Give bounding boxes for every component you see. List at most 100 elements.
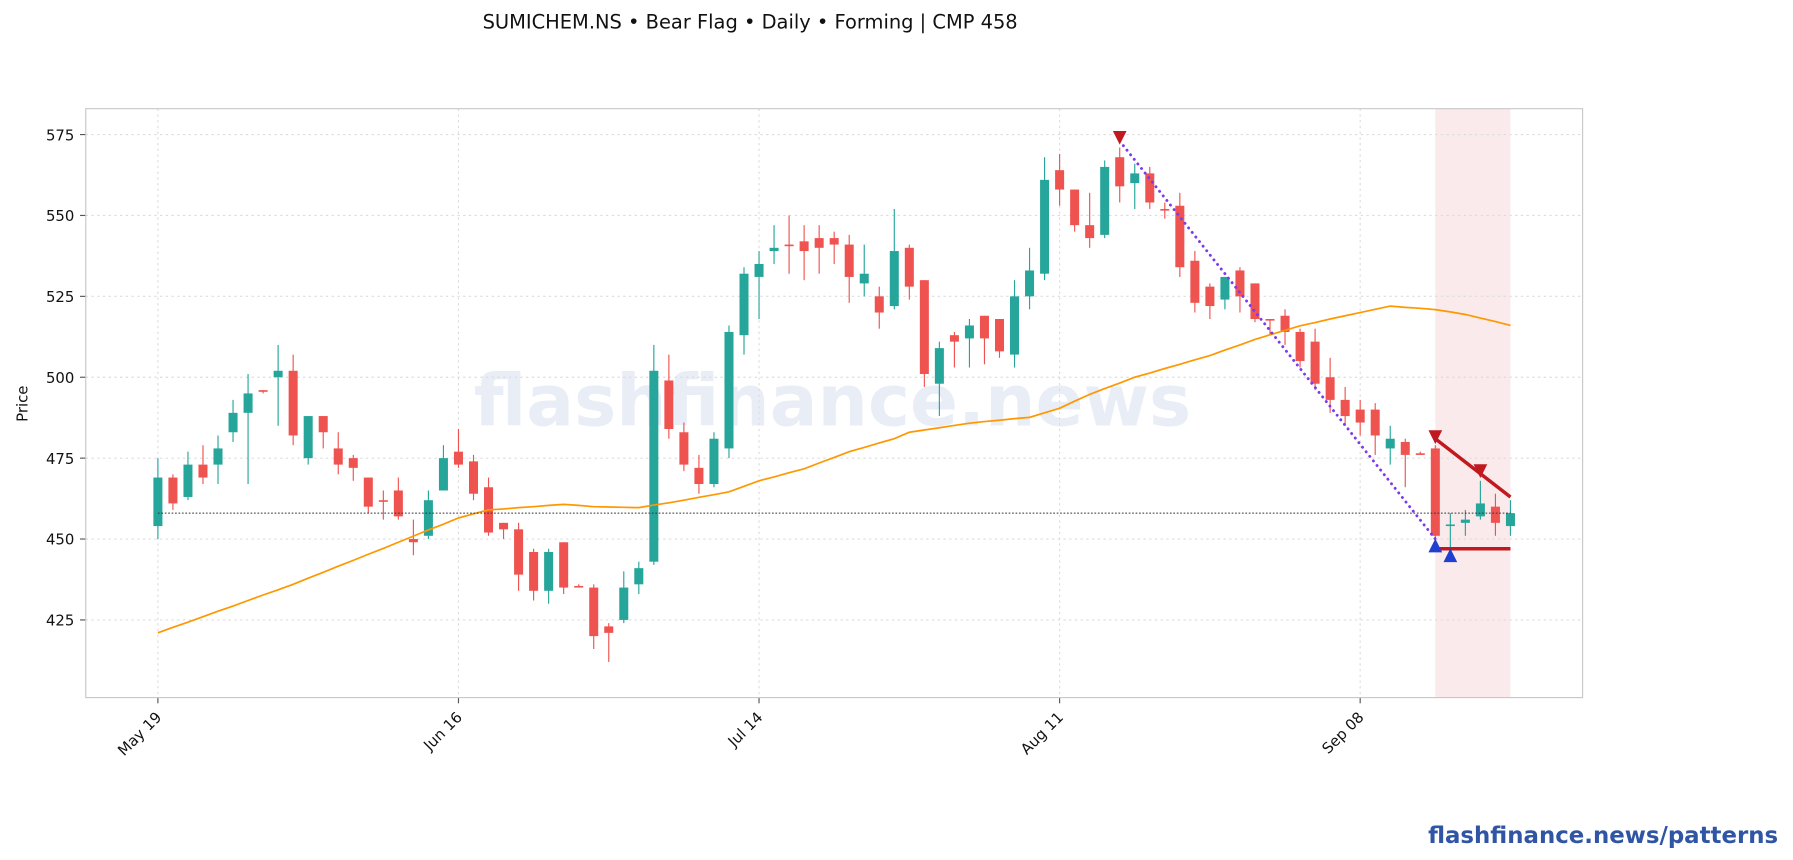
candle-body — [724, 331, 734, 449]
candle-body — [1430, 448, 1440, 536]
candle-body — [529, 551, 539, 591]
candle-body — [784, 244, 794, 247]
candle-body — [1490, 506, 1500, 523]
candle-body — [393, 490, 403, 517]
candle-body — [1235, 270, 1245, 297]
footer-link: flashfinance.news/patterns — [1428, 823, 1778, 849]
candle-body — [1115, 157, 1125, 187]
candle-body — [619, 587, 629, 620]
candle-body — [1385, 438, 1395, 449]
peak-marker — [1112, 130, 1127, 145]
candle-body — [559, 542, 569, 588]
candle-body — [1190, 260, 1200, 303]
pattern-zone — [1435, 108, 1511, 698]
candle-body — [453, 451, 463, 465]
candle-body — [258, 390, 268, 392]
candle-body — [1040, 179, 1050, 274]
candle-body — [829, 238, 839, 245]
candle-body — [844, 244, 854, 277]
candle-body — [1355, 409, 1365, 423]
plot-frame — [85, 108, 1584, 699]
candle-body — [1010, 296, 1020, 355]
candle-body — [1070, 189, 1080, 226]
candle-body — [1130, 173, 1140, 184]
candle-body — [544, 551, 554, 591]
y-tick-label: 475 — [46, 450, 74, 468]
candle-body — [769, 247, 779, 252]
candle-body — [318, 416, 328, 433]
candle-body — [1085, 225, 1095, 239]
trough-marker — [1443, 548, 1458, 563]
x-tick-label: Jul 14 — [724, 708, 767, 751]
candle-body — [1175, 205, 1185, 268]
y-tick-label: 450 — [46, 531, 74, 549]
x-tick-label: May 19 — [114, 708, 165, 759]
candle-body — [604, 626, 614, 633]
x-tick-label: Aug 11 — [1017, 708, 1067, 758]
candle-body — [994, 318, 1005, 352]
candle-body — [1325, 377, 1335, 400]
candle-body — [499, 522, 509, 530]
candle-body — [949, 335, 959, 342]
trough-marker — [1428, 538, 1443, 553]
candle-body — [153, 477, 163, 527]
candle-body — [1220, 276, 1230, 300]
candle-body — [979, 315, 989, 339]
candle-body — [1505, 513, 1515, 527]
peak-marker — [1428, 430, 1443, 444]
candle-body — [1205, 286, 1215, 307]
candle-body — [934, 348, 944, 384]
candle-body — [679, 432, 689, 465]
candle-body — [814, 238, 824, 248]
candle-body — [799, 241, 809, 252]
candle-body — [514, 529, 524, 575]
candle-body — [574, 585, 584, 588]
peak-marker — [1473, 464, 1488, 478]
candle-body — [664, 380, 674, 430]
candle-body — [168, 477, 178, 504]
candle-body — [1265, 318, 1275, 321]
candle-body — [1145, 173, 1155, 203]
y-tick-label: 575 — [46, 126, 74, 144]
candle-body — [348, 458, 358, 468]
x-tick-label: Sep 08 — [1318, 708, 1367, 757]
candle-body — [889, 251, 899, 307]
candle-body — [649, 370, 659, 562]
candle-body — [468, 461, 479, 494]
moving-average — [157, 305, 1511, 634]
candle-body — [1370, 409, 1380, 436]
candle-body — [243, 393, 253, 413]
candle-body — [423, 500, 433, 536]
candle-body — [964, 325, 974, 339]
y-axis-label: Price — [13, 386, 31, 422]
candle-body — [919, 280, 929, 375]
candle-body — [709, 438, 719, 485]
flagpole-line — [1118, 139, 1437, 541]
candle-body — [1250, 283, 1260, 319]
candle-body — [1160, 208, 1170, 211]
watermark: flashfinance.news — [474, 359, 1191, 442]
candle-body — [333, 448, 343, 465]
candle-body — [228, 412, 238, 433]
y-tick-label: 550 — [46, 207, 74, 225]
y-tick-label: 500 — [46, 369, 74, 387]
candle-body — [1280, 315, 1290, 332]
candle-body — [874, 296, 884, 313]
candle-body — [904, 247, 914, 287]
candle-body — [438, 458, 448, 491]
candle-body — [739, 273, 749, 336]
y-tick-label: 525 — [46, 288, 74, 306]
y-tick-label: 425 — [46, 612, 74, 630]
candle-body — [1475, 503, 1485, 517]
candle-body — [198, 464, 208, 478]
candle-body — [859, 273, 869, 284]
candle-body — [1340, 399, 1350, 417]
candle-body — [213, 448, 223, 465]
flag-upper-line — [1434, 437, 1512, 499]
candle-body — [694, 467, 704, 485]
candle-body — [1100, 166, 1110, 235]
candle-body — [634, 568, 644, 585]
candle-body — [288, 370, 298, 436]
candle-body — [363, 477, 373, 507]
candle-body — [754, 263, 764, 277]
